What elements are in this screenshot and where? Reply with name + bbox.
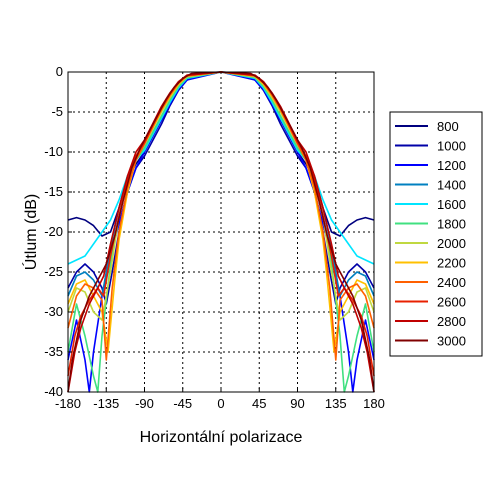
x-tick-label: -45: [173, 396, 192, 411]
x-axis-ticks: -180 -135 -90 -45 0 45 90 135 180: [55, 388, 385, 411]
legend-entry-label: 1600: [437, 197, 466, 212]
y-tick-label: -15: [44, 184, 63, 199]
y-tick-label: -30: [44, 304, 63, 319]
x-tick-label: 180: [363, 396, 385, 411]
legend-entry-label: 1200: [437, 158, 466, 173]
legend-entry-label: 2800: [437, 314, 466, 329]
x-tick-label: 135: [325, 396, 347, 411]
y-tick-label: -25: [44, 264, 63, 279]
y-axis-ticks: 0 -5 -10 -15 -20 -25 -30 -35 -40: [44, 64, 72, 399]
y-tick-label: 0: [56, 64, 63, 79]
y-tick-label: -5: [51, 104, 63, 119]
legend-entry-label: 3000: [437, 334, 466, 349]
y-tick-label: -35: [44, 344, 63, 359]
legend-entry-label: 1400: [437, 178, 466, 193]
legend-box: [389, 111, 483, 357]
legend-entry-label: 1000: [437, 139, 466, 154]
legend-entry-label: 800: [437, 119, 459, 134]
x-tick-label: -135: [93, 396, 119, 411]
x-tick-label: -90: [135, 396, 154, 411]
y-tick-label: -10: [44, 144, 63, 159]
x-tick-label: -180: [55, 396, 81, 411]
x-tick-label: 0: [217, 396, 224, 411]
y-tick-label: -40: [44, 384, 63, 399]
legend-entry-label: 1800: [437, 217, 466, 232]
legend-entry-label: 2200: [437, 256, 466, 271]
legend-entry-label: 2400: [437, 275, 466, 290]
legend-entry-label: 2600: [437, 295, 466, 310]
legend-entry-label: 2000: [437, 236, 466, 251]
y-axis-label: Útlum (dB): [21, 194, 40, 270]
y-tick-label: -20: [44, 224, 63, 239]
x-tick-label: 90: [290, 396, 304, 411]
legend: 800 1000 1200 1400 1600 1800 2000 2200 2400 2600 2…: [389, 111, 483, 357]
x-axis-label: Horizontální polarizace: [140, 429, 303, 446]
x-tick-label: 45: [252, 396, 266, 411]
